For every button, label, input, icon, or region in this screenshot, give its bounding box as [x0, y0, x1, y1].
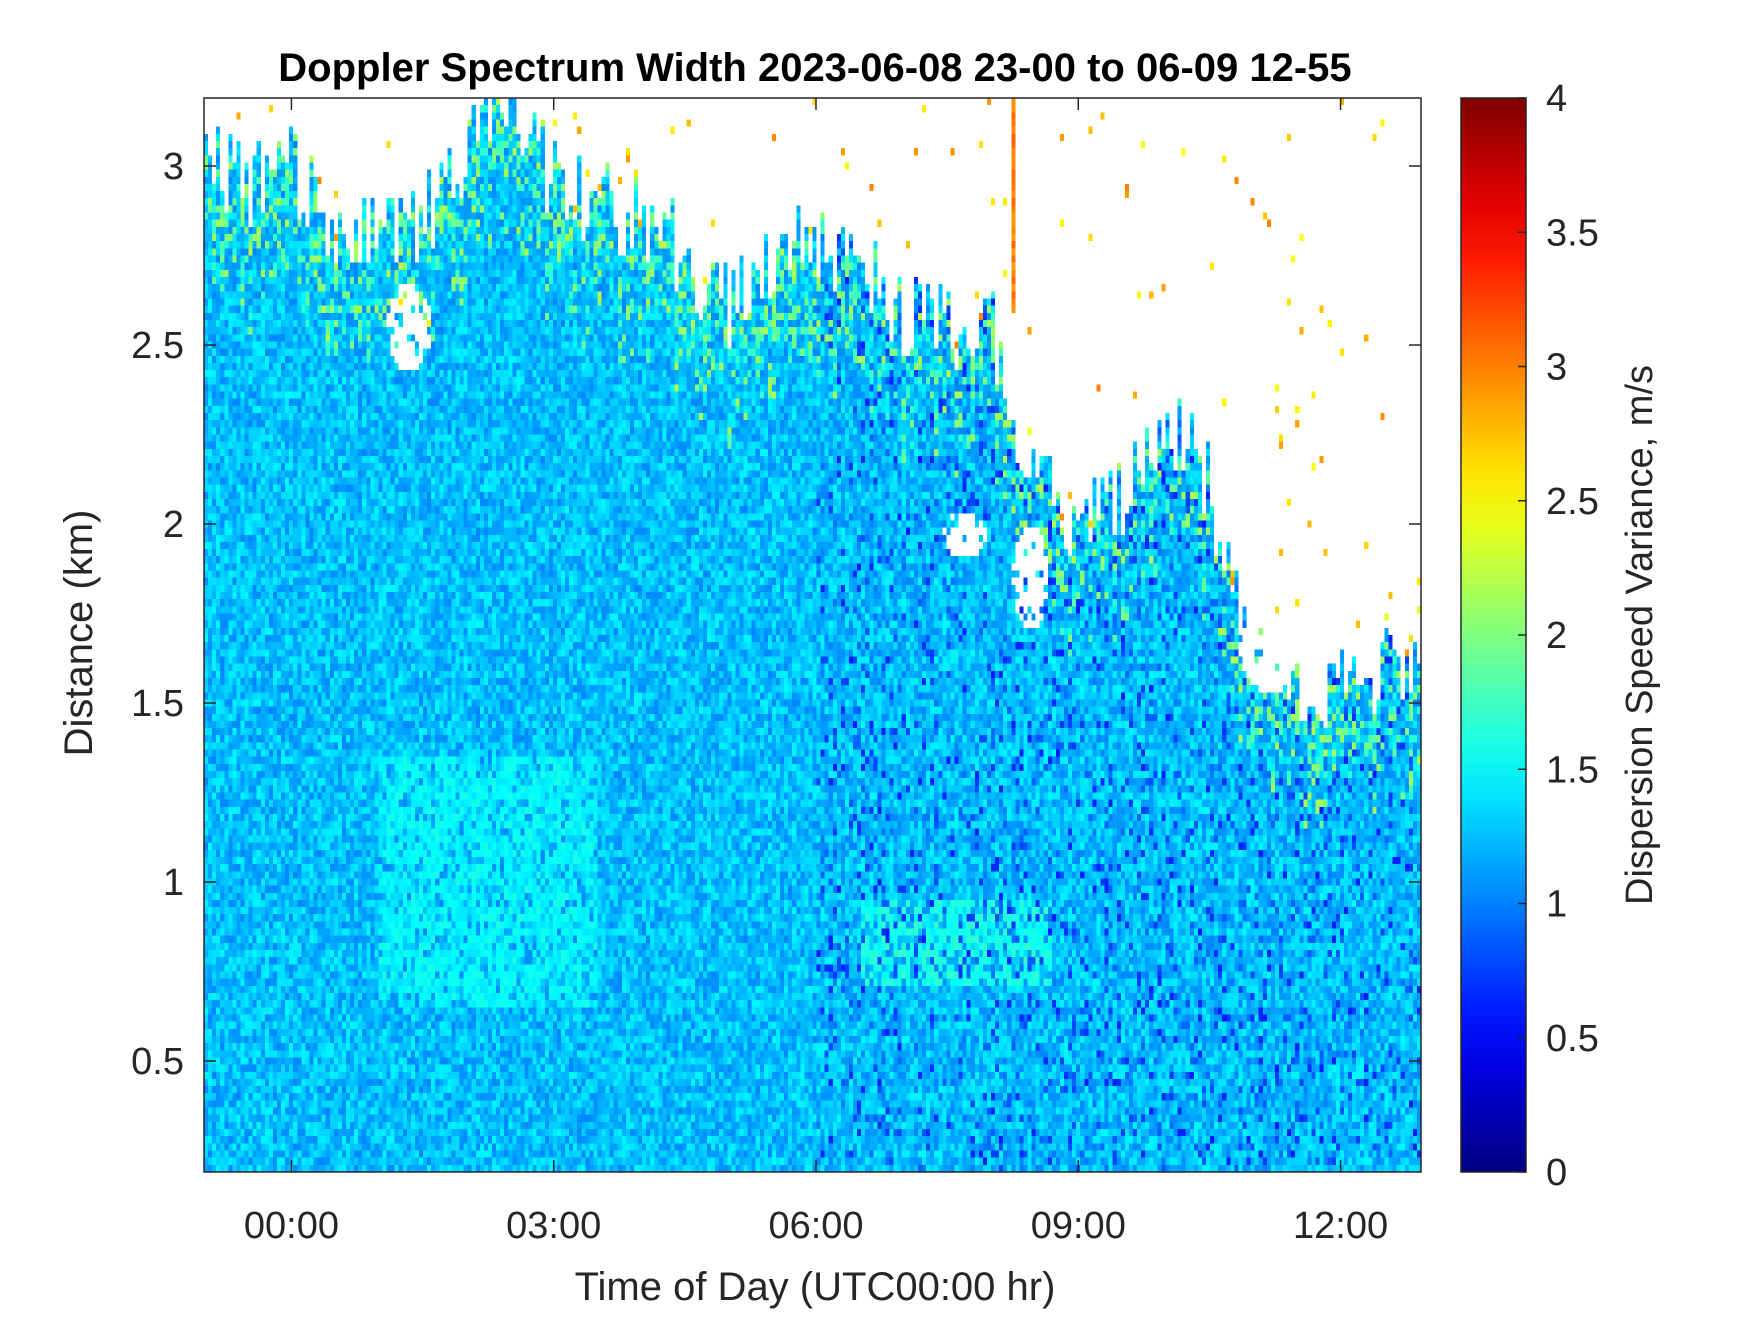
x-tick-label: 00:00 — [244, 1205, 339, 1247]
colorbar-tick-label: 2 — [1546, 615, 1567, 657]
colorbar-tick-label: 0.5 — [1546, 1018, 1599, 1060]
colorbar-tick-label: 4 — [1546, 78, 1567, 120]
x-tick-label: 06:00 — [768, 1205, 863, 1247]
colorbar-tick-label: 2.5 — [1546, 481, 1599, 523]
y-tick-label: 2 — [163, 504, 184, 546]
y-axis-label: Distance (km) — [57, 510, 101, 757]
y-tick-label: 2.5 — [131, 325, 184, 367]
x-tick-label: 03:00 — [506, 1205, 601, 1247]
y-tick-label: 1.5 — [131, 683, 184, 725]
y-tick-label: 1 — [163, 862, 184, 904]
axes-box — [203, 97, 1422, 1173]
x-axis-label: Time of Day (UTC00:00 hr) — [575, 1265, 1056, 1309]
x-tick-label: 12:00 — [1293, 1205, 1388, 1247]
colorbar-tick-label: 3 — [1546, 347, 1567, 389]
plot-area — [203, 97, 1422, 1173]
x-tick-label: 09:00 — [1031, 1205, 1126, 1247]
chart-title: Doppler Spectrum Width 2023-06-08 23-00 … — [278, 46, 1351, 90]
colorbar-tick-label: 1 — [1546, 884, 1567, 926]
colorbar-scale — [1460, 97, 1527, 1173]
y-tick-label: 3 — [163, 146, 184, 188]
y-tick-label: 0.5 — [131, 1041, 184, 1083]
colorbar-tick-label: 1.5 — [1546, 749, 1599, 791]
colorbar-tick-label: 3.5 — [1546, 212, 1599, 254]
colorbar-tick-label: 0 — [1546, 1152, 1567, 1194]
colorbar-label: Dispersion Speed Variance, m/s — [1619, 365, 1661, 905]
colorbar — [1460, 97, 1527, 1173]
heatmap-cells — [204, 98, 1421, 1172]
